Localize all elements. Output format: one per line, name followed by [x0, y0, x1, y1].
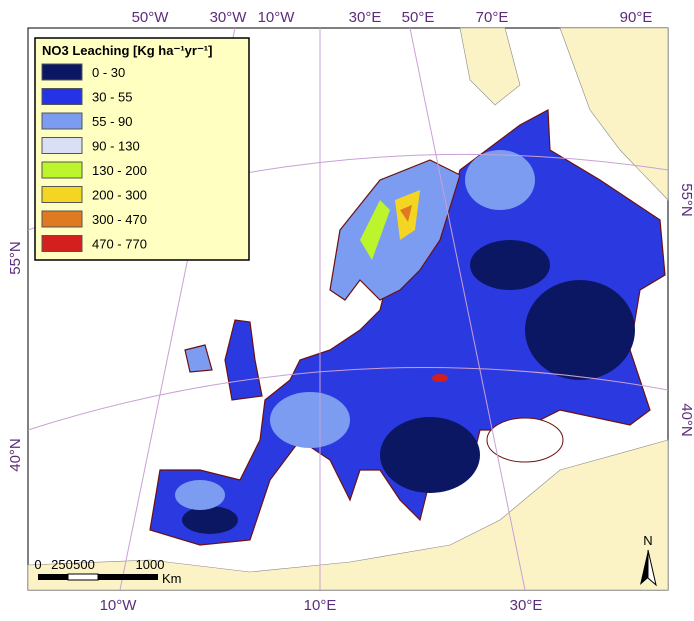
- graticule-label: 10°W: [258, 9, 296, 26]
- scale-unit: Km: [162, 571, 182, 586]
- legend-swatch: [41, 63, 83, 81]
- graticule-label: 55°N: [7, 241, 24, 275]
- scale-label: 250: [51, 557, 73, 572]
- north-arrow: N: [640, 533, 657, 587]
- graticule-label: 70°E: [476, 9, 509, 26]
- scale-label: 1000: [136, 557, 165, 572]
- graticule-label: 30°E: [349, 9, 382, 26]
- graticule-labels: 50°W 30°W 10°W 30°E 50°E 70°E 90°E 10°W 10°E 30°E…: [7, 9, 694, 614]
- scale-label: 500: [73, 557, 95, 572]
- legend-swatch: [41, 137, 83, 154]
- legend-label: 0 - 30: [92, 65, 125, 80]
- legend-swatch: [41, 112, 83, 130]
- legend-label: 30 - 55: [92, 90, 132, 105]
- graticule-label: 40°N: [7, 438, 24, 472]
- legend-swatch: [41, 88, 83, 105]
- graticule-label: 40°N: [678, 403, 694, 437]
- graticule-label: 90°E: [620, 9, 653, 26]
- map-patches: [175, 150, 635, 534]
- legend-swatch: [41, 235, 83, 252]
- legend-label: 90 - 130: [92, 139, 140, 154]
- legend-title: NO3 Leaching [Kg ha⁻¹yr⁻¹]: [42, 43, 212, 58]
- graticule-label: 10°E: [304, 597, 337, 614]
- background-land: [27, 27, 669, 591]
- graticule-label: 30°E: [510, 597, 543, 614]
- legend-label: 200 - 300: [92, 188, 147, 203]
- legend-swatch: [41, 161, 83, 179]
- scale-label: 0: [34, 557, 41, 572]
- north-label: N: [643, 533, 652, 548]
- legend-swatch: [41, 210, 83, 228]
- graticule-label: 30°W: [210, 9, 248, 26]
- legend-label: 300 - 470: [92, 212, 147, 227]
- graticule-label: 10°W: [100, 597, 138, 614]
- legend-label: 470 - 770: [92, 237, 147, 252]
- graticule-label: 50°W: [132, 9, 170, 26]
- graticule-label: 55°N: [678, 183, 694, 217]
- legend-label: 130 - 200: [92, 163, 147, 178]
- graticule-label: 50°E: [402, 9, 435, 26]
- legend-label: 55 - 90: [92, 114, 132, 129]
- legend-swatch: [41, 186, 83, 203]
- legend: NO3 Leaching [Kg ha⁻¹yr⁻¹] 0 - 30 30 - 55…: [34, 37, 250, 261]
